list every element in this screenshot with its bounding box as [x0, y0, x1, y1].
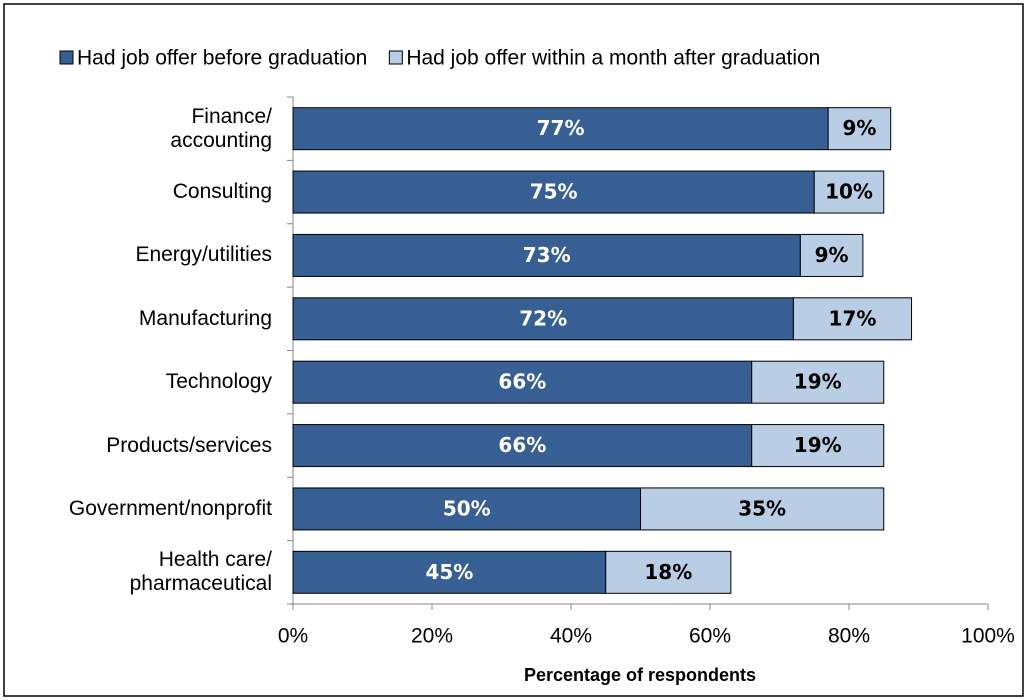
bar-segment [292, 550, 607, 594]
category-label: Consulting [172, 180, 272, 204]
value-label: 45% [425, 560, 473, 584]
bar-segment [605, 550, 732, 594]
category-label: Products/services [106, 433, 272, 457]
x-tick-label: 0% [278, 625, 308, 648]
bar-segment [827, 107, 892, 151]
bar-segment [813, 170, 885, 214]
x-tick-label: 40% [550, 625, 592, 648]
bar-segment [292, 297, 794, 341]
value-label: 66% [498, 433, 546, 457]
value-label: 19% [794, 433, 842, 457]
bar-segment [292, 170, 815, 214]
value-label: 17% [829, 306, 877, 330]
value-label: 19% [794, 370, 842, 394]
value-label: 75% [530, 180, 578, 204]
value-label: 35% [738, 496, 786, 520]
category-label: Finance/ accounting [170, 104, 272, 152]
value-label: 66% [498, 370, 546, 394]
value-label: 73% [523, 243, 571, 267]
x-tick-label: 60% [689, 625, 731, 648]
category-label: Technology [165, 370, 272, 394]
legend-swatch [388, 50, 403, 65]
x-tick-label: 100% [961, 625, 1015, 648]
value-label: 10% [825, 180, 873, 204]
bar-segment [640, 487, 885, 531]
bar-segment [799, 233, 864, 277]
value-label: 50% [443, 496, 491, 520]
legend-label: Had job offer within a month after gradu… [406, 47, 820, 70]
bar-segment [292, 424, 753, 468]
legend-swatch [59, 50, 74, 65]
bar-segment [751, 360, 885, 404]
bar-segment [292, 233, 801, 277]
bar-segment [292, 107, 829, 151]
value-label: 77% [537, 116, 585, 140]
category-label: Manufacturing [138, 306, 272, 330]
value-label: 9% [842, 116, 876, 140]
category-label: Health care/ pharmaceutical [129, 548, 272, 596]
category-label: Energy/utilities [135, 243, 272, 267]
value-label: 18% [644, 560, 692, 584]
frame [3, 3, 1024, 697]
x-tick-label: 80% [828, 625, 870, 648]
value-label: 9% [815, 243, 849, 267]
legend-label: Had job offer before graduation [77, 47, 367, 70]
bar-segment [792, 297, 913, 341]
value-label: 72% [519, 306, 567, 330]
x-axis-title: Percentage of respondents [524, 665, 756, 685]
x-tick-label: 20% [411, 625, 453, 648]
bar-segment [751, 424, 885, 468]
bar-segment [292, 360, 753, 404]
bar-segment [292, 487, 641, 531]
category-label: Government/nonprofit [68, 496, 272, 520]
